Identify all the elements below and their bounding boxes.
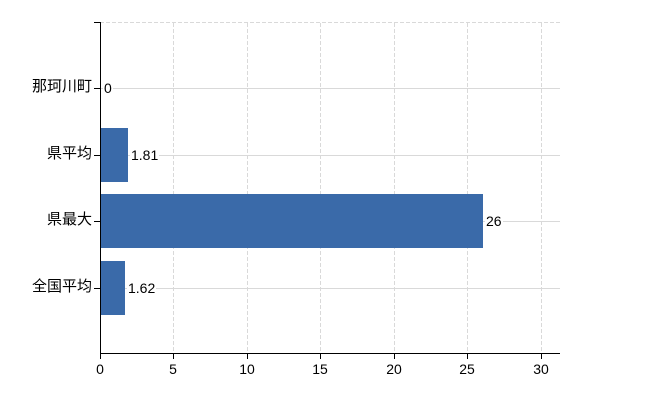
x-axis-tick: [247, 354, 248, 359]
h-gridline: [101, 155, 560, 156]
v-gridline: [247, 23, 248, 353]
x-tick-label: 15: [312, 361, 328, 377]
value-label: 1.81: [130, 147, 160, 163]
y-axis-tick: [94, 22, 100, 23]
x-tick-label: 25: [459, 361, 475, 377]
category-label: 那珂川町: [31, 78, 92, 95]
bar: [101, 261, 125, 315]
y-axis-tick: [94, 88, 100, 89]
plot-top-border: [100, 22, 560, 23]
plot-area: [100, 22, 560, 353]
x-tick-label: 0: [96, 361, 104, 377]
x-axis-tick: [100, 354, 101, 359]
bar: [101, 194, 483, 248]
x-tick-label: 5: [169, 361, 177, 377]
y-axis-tick: [94, 221, 100, 222]
v-gridline: [320, 23, 321, 353]
value-label: 1.62: [127, 280, 157, 296]
value-label: 26: [485, 213, 503, 229]
v-gridline: [467, 23, 468, 353]
bar: [101, 128, 128, 182]
x-axis-tick: [320, 354, 321, 359]
y-axis-line: [100, 22, 101, 354]
x-axis-line: [100, 353, 560, 354]
x-axis-tick: [394, 354, 395, 359]
h-gridline: [101, 88, 560, 89]
x-tick-label: 10: [239, 361, 255, 377]
v-gridline: [173, 23, 174, 353]
x-axis-tick: [173, 354, 174, 359]
x-axis-tick: [467, 354, 468, 359]
y-axis-tick: [94, 288, 100, 289]
x-tick-label: 20: [386, 361, 402, 377]
y-axis-tick: [94, 155, 100, 156]
value-label: 0: [103, 80, 113, 96]
x-tick-label: 30: [533, 361, 549, 377]
v-gridline: [541, 23, 542, 353]
category-label: 県平均: [46, 145, 92, 162]
x-axis-tick: [541, 354, 542, 359]
v-gridline: [394, 23, 395, 353]
category-label: 県最大: [46, 211, 92, 228]
h-gridline: [101, 288, 560, 289]
category-label: 全国平均: [31, 278, 92, 295]
